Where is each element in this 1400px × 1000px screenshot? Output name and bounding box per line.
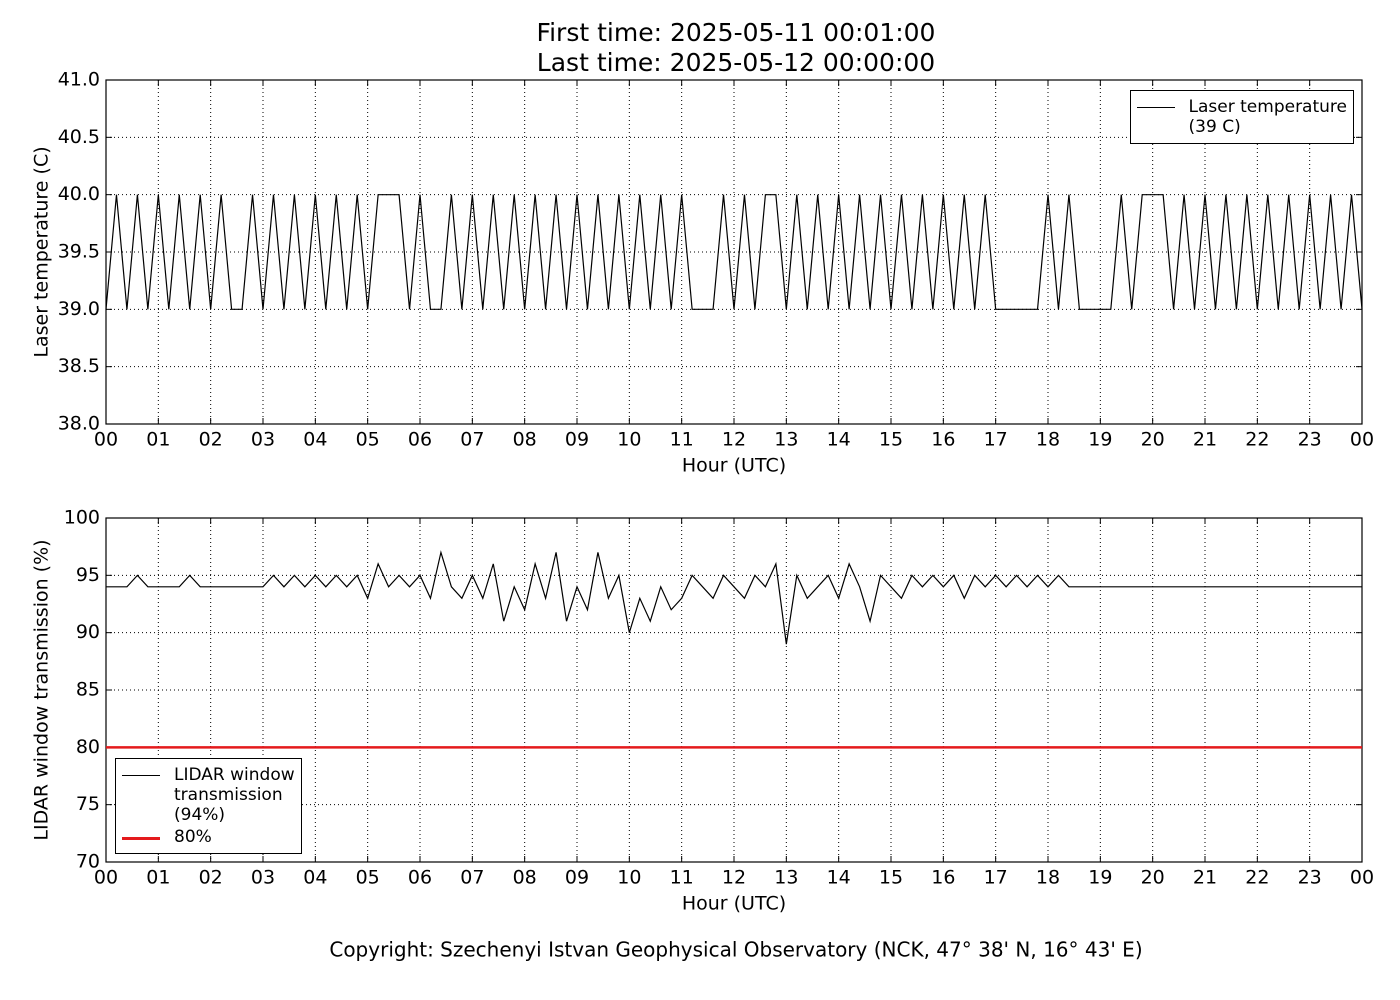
x-tick-label: 07 bbox=[460, 429, 484, 451]
x-tick-label: 21 bbox=[1193, 867, 1217, 889]
legend-swatch bbox=[122, 775, 160, 776]
x-tick-label: 13 bbox=[774, 867, 798, 889]
x-tick-label: 16 bbox=[931, 429, 955, 451]
x-tick-label: 04 bbox=[303, 429, 327, 451]
legend-label: Laser temperature (39 C) bbox=[1188, 97, 1347, 137]
x-tick-label: 09 bbox=[565, 429, 589, 451]
x-tick-label: 17 bbox=[984, 429, 1008, 451]
plot-frame bbox=[105, 79, 1363, 425]
legend-item: 80% bbox=[122, 827, 295, 847]
x-tick-label: 16 bbox=[931, 867, 955, 889]
legend: Laser temperature (39 C) bbox=[1129, 90, 1354, 144]
x-tick-label: 23 bbox=[1298, 867, 1322, 889]
y-axis-label: Laser temperature (C) bbox=[31, 146, 53, 357]
x-tick-label: 22 bbox=[1245, 429, 1269, 451]
legend-label: 80% bbox=[174, 827, 212, 847]
subtitle: Last time: 2025-05-12 00:00:00 bbox=[537, 48, 935, 77]
y-tick-label: 38.0 bbox=[58, 413, 100, 435]
axes: 70 75 80 85 90 95 100 00 01 02 03 04 05 06 07 08 09 10 11 1… bbox=[31, 507, 1375, 915]
axes: 38.0 38.5 39.0 39.5 40.0 40.5 41.0 00 01 02 03 04 05… bbox=[31, 69, 1375, 477]
x-tick-label: 10 bbox=[617, 867, 641, 889]
x-tick-label: 23 bbox=[1298, 429, 1322, 451]
x-tick-label: 15 bbox=[879, 429, 903, 451]
y-tick-label: 41.0 bbox=[58, 69, 100, 91]
x-tick-label: 08 bbox=[513, 429, 537, 451]
x-tick-label: 15 bbox=[879, 867, 903, 889]
x-tick-label: 04 bbox=[303, 867, 327, 889]
x-tick-label: 01 bbox=[146, 867, 170, 889]
x-tick-label: 06 bbox=[408, 429, 432, 451]
legend-swatch bbox=[122, 837, 160, 840]
x-tick-label: 22 bbox=[1245, 867, 1269, 889]
y-tick-label: 85 bbox=[76, 679, 100, 701]
y-tick-label: 40.0 bbox=[58, 183, 100, 205]
series-line bbox=[106, 550, 1362, 645]
x-tick-label: 13 bbox=[774, 429, 798, 451]
x-tick-label: 17 bbox=[984, 867, 1008, 889]
x-tick-label: 21 bbox=[1193, 429, 1217, 451]
x-tick-label: 01 bbox=[146, 429, 170, 451]
x-tick-label: 14 bbox=[827, 429, 851, 451]
x-tick-label: 08 bbox=[513, 867, 537, 889]
legend-item: LIDAR window transmission (94%) bbox=[122, 765, 295, 825]
y-tick-label: 39.0 bbox=[58, 298, 100, 320]
x-tick-label: 12 bbox=[722, 429, 746, 451]
y-tick-label: 95 bbox=[76, 564, 100, 586]
footer: Copyright: Szechenyi Istvan Geophysical … bbox=[329, 938, 1142, 962]
x-tick-label: 02 bbox=[199, 429, 223, 451]
legend-item: Laser temperature (39 C) bbox=[1136, 97, 1347, 137]
y-tick-label: 38.5 bbox=[58, 355, 100, 377]
y-tick-label: 80 bbox=[76, 736, 100, 758]
x-tick-label: 03 bbox=[251, 429, 275, 451]
y-axis-label: LIDAR window transmission (%) bbox=[31, 539, 53, 840]
x-tick-label: 19 bbox=[1088, 867, 1112, 889]
series-line bbox=[105, 194, 1363, 310]
x-tick-label: 00 bbox=[94, 429, 118, 451]
x-axis-label: Hour (UTC) bbox=[682, 893, 786, 915]
x-tick-label: 00 bbox=[1350, 429, 1374, 451]
x-tick-label: 18 bbox=[1036, 867, 1060, 889]
x-tick-label: 20 bbox=[1141, 867, 1165, 889]
x-tick-label: 00 bbox=[1350, 867, 1374, 889]
x-tick-label: 11 bbox=[670, 867, 694, 889]
y-tick-label: 90 bbox=[76, 621, 100, 643]
x-tick-label: 10 bbox=[617, 429, 641, 451]
y-tick-label: 100 bbox=[64, 507, 100, 529]
x-tick-label: 05 bbox=[356, 429, 380, 451]
x-tick-label: 03 bbox=[251, 867, 275, 889]
plot-frame bbox=[105, 517, 1363, 863]
legend: LIDAR window transmission (94%) 80% bbox=[115, 758, 302, 854]
legend-swatch bbox=[1136, 107, 1175, 108]
title: First time: 2025-05-11 00:01:00 bbox=[537, 18, 936, 47]
y-tick-label: 70 bbox=[76, 851, 100, 873]
y-tick-label: 39.5 bbox=[58, 241, 100, 263]
x-tick-label: 12 bbox=[722, 867, 746, 889]
x-tick-label: 18 bbox=[1036, 429, 1060, 451]
x-tick-label: 07 bbox=[460, 867, 484, 889]
y-tick-label: 75 bbox=[76, 793, 100, 815]
x-tick-label: 00 bbox=[94, 867, 118, 889]
x-tick-label: 20 bbox=[1141, 429, 1165, 451]
y-tick-label: 40.5 bbox=[58, 126, 100, 148]
x-tick-label: 05 bbox=[356, 867, 380, 889]
x-tick-label: 19 bbox=[1088, 429, 1112, 451]
x-tick-label: 02 bbox=[199, 867, 223, 889]
x-tick-label: 09 bbox=[565, 867, 589, 889]
x-tick-label: 14 bbox=[827, 867, 851, 889]
x-tick-label: 06 bbox=[408, 867, 432, 889]
x-axis-label: Hour (UTC) bbox=[682, 455, 786, 477]
legend-label: LIDAR window transmission (94%) bbox=[174, 765, 295, 825]
x-tick-label: 11 bbox=[670, 429, 694, 451]
